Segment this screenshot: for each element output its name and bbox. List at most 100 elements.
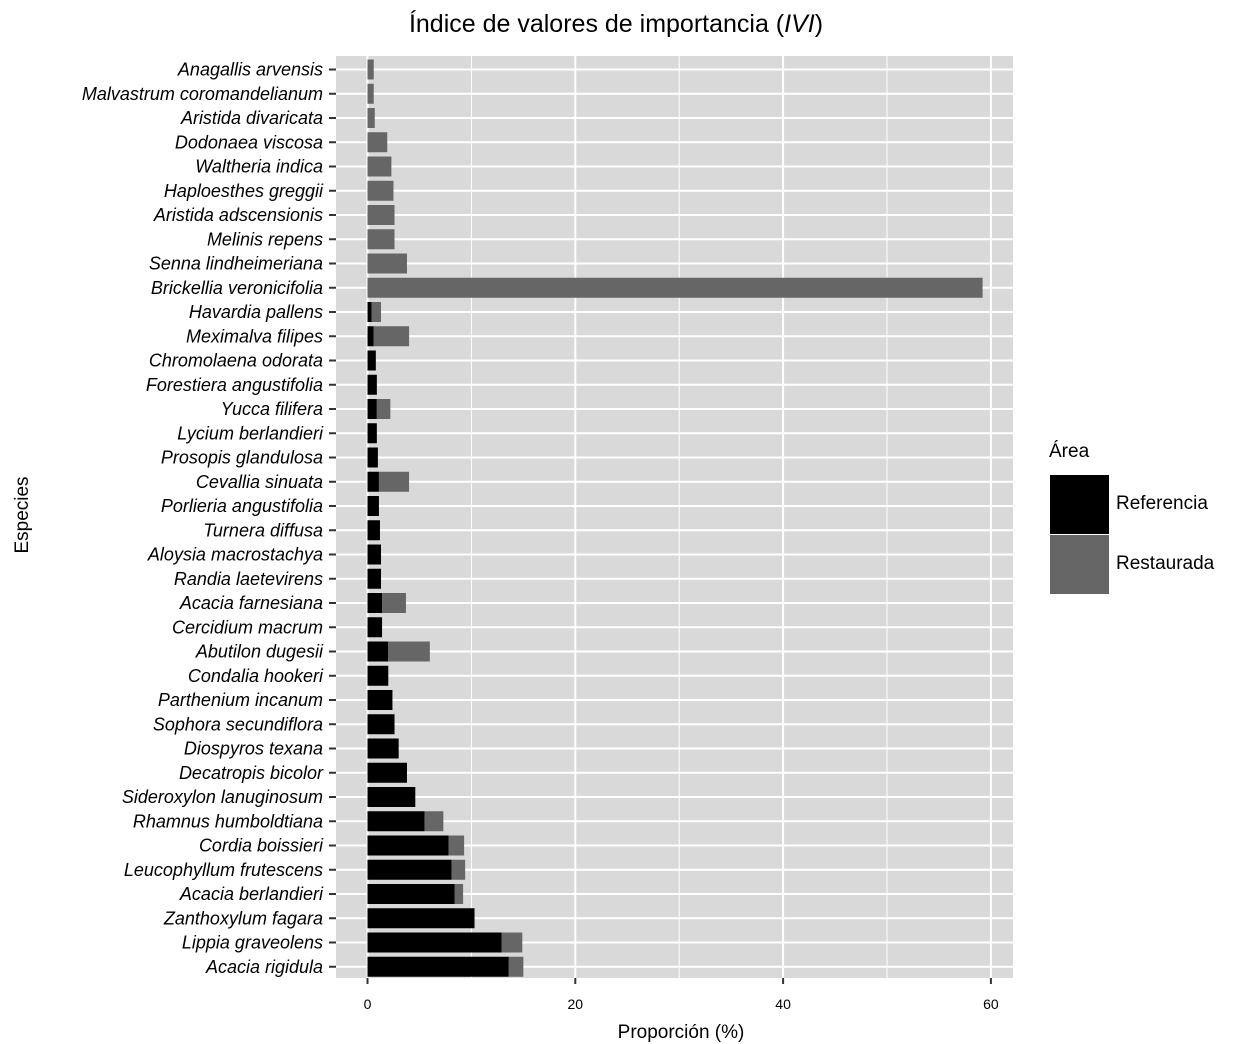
bar-referencia [368,302,372,322]
bar-restaurada [509,957,524,977]
bar-referencia [368,763,407,783]
bar-referencia [368,957,509,977]
bar-referencia [368,884,455,904]
legend: Área Referencia Restaurada [1049,441,1215,594]
bar-referencia [368,593,383,613]
y-tick-label: Randia laetevirens [174,569,323,589]
y-tick-label: Cercidium macrum [172,617,323,637]
y-tick-label: Havardia pallens [189,302,323,322]
y-tick-label: Sophora secundiflora [153,714,323,734]
bar-referencia [368,860,452,880]
y-tick-label: Decatropis bicolor [179,763,324,783]
y-tick-label: Turnera diffusa [203,520,323,540]
bar-restaurada [368,229,395,249]
y-tick-label: Acacia rigidula [205,957,323,977]
bar-restaurada [388,642,430,662]
bar-referencia [368,933,502,953]
y-tick-label: Cevallia sinuata [196,472,323,492]
bar-referencia [368,520,380,540]
bar-restaurada [368,205,395,225]
y-tick-label: Meximalva filipes [186,326,323,346]
bar-restaurada [368,108,375,128]
bar-restaurada [377,399,391,419]
bar-restaurada [455,884,463,904]
bar-restaurada [502,933,523,953]
x-tick-label: 60 [983,996,999,1012]
legend-swatch-referencia [1050,475,1109,534]
bar-restaurada [368,278,983,298]
bar-referencia [368,423,377,443]
legend-swatch-restaurada [1050,535,1109,594]
bar-restaurada [374,326,409,346]
bar-referencia [368,472,379,492]
bar-referencia [368,836,449,856]
bar-referencia [368,399,377,419]
bar-referencia [368,448,378,468]
y-tick-label: Aristida divaricata [180,108,323,128]
bar-referencia [368,545,382,565]
bar-referencia [368,787,416,807]
bar-referencia [368,690,393,710]
x-tick-label: 40 [775,996,791,1012]
y-tick-label: Rhamnus humboldtiana [133,811,323,831]
bar-referencia [368,351,376,371]
legend-label-restaurada: Restaurada [1116,553,1215,574]
bar-restaurada [368,132,388,152]
y-axis: Anagallis arvensis Malvastrum coromandeli… [82,60,336,977]
y-tick-label: Condalia hookeri [188,666,324,686]
y-tick-label: Parthenium incanum [158,690,323,710]
y-tick-label: Haploesthes greggii [164,181,324,201]
y-tick-label: Cordia boissieri [199,836,324,856]
bar-restaurada [368,157,392,177]
y-tick-label: Aristida adscensionis [153,205,323,225]
bar-referencia [368,569,382,589]
y-tick-label: Leucophyllum frutescens [124,860,323,880]
bar-referencia [368,375,377,395]
x-axis: 0 20 40 60 [364,978,999,1012]
y-tick-label: Prosopis glandulosa [161,448,323,468]
chart-title: Índice de valores de importancia (IVI) [409,9,823,38]
bar-referencia [368,642,389,662]
y-tick-label: Anagallis arvensis [177,60,323,80]
y-tick-label: Yucca filifera [221,399,323,419]
y-tick-label: Brickellia veronicifolia [151,278,323,298]
bar-referencia [368,908,475,928]
y-tick-label: Aloysia macrostachya [147,545,323,565]
x-tick-label: 0 [364,996,372,1012]
bar-restaurada [425,811,444,831]
y-tick-label: Lycium berlandieri [177,423,324,443]
bar-restaurada [379,472,409,492]
y-tick-label: Chromolaena odorata [149,351,323,371]
bar-restaurada [449,836,465,856]
y-tick-label: Lippia graveolens [182,933,323,953]
bar-restaurada [368,84,374,104]
y-tick-label: Abutilon dugesii [195,642,324,662]
bar-referencia [368,739,399,759]
y-tick-label: Melinis repens [207,229,323,249]
bar-restaurada [368,181,394,201]
x-axis-title: Proporción (%) [618,1022,745,1043]
y-tick-label: Porlieria angustifolia [161,496,323,516]
bar-referencia [368,714,395,734]
y-tick-label: Acacia farnesiana [179,593,323,613]
bar-referencia [368,326,374,346]
bar-referencia [368,666,389,686]
bar-restaurada [368,60,374,80]
bar-referencia [368,811,425,831]
y-tick-label: Dodonaea viscosa [175,132,323,152]
legend-title: Área [1049,441,1090,462]
y-tick-label: Zanthoxylum fagara [163,908,323,928]
x-tick-label: 20 [568,996,584,1012]
y-tick-label: Malvastrum coromandelianum [82,84,323,104]
y-tick-label: Sideroxylon lanuginosum [122,787,323,807]
y-tick-label: Senna lindheimeriana [149,254,323,274]
bar-restaurada [452,860,466,880]
y-tick-label: Acacia berlandieri [179,884,324,904]
bar-referencia [368,496,379,516]
bar-restaurada [382,593,406,613]
bar-restaurada [368,254,407,274]
y-tick-label: Forestiera angustifolia [146,375,323,395]
bar-referencia [368,617,383,637]
y-tick-label: Waltheria indica [195,157,323,177]
